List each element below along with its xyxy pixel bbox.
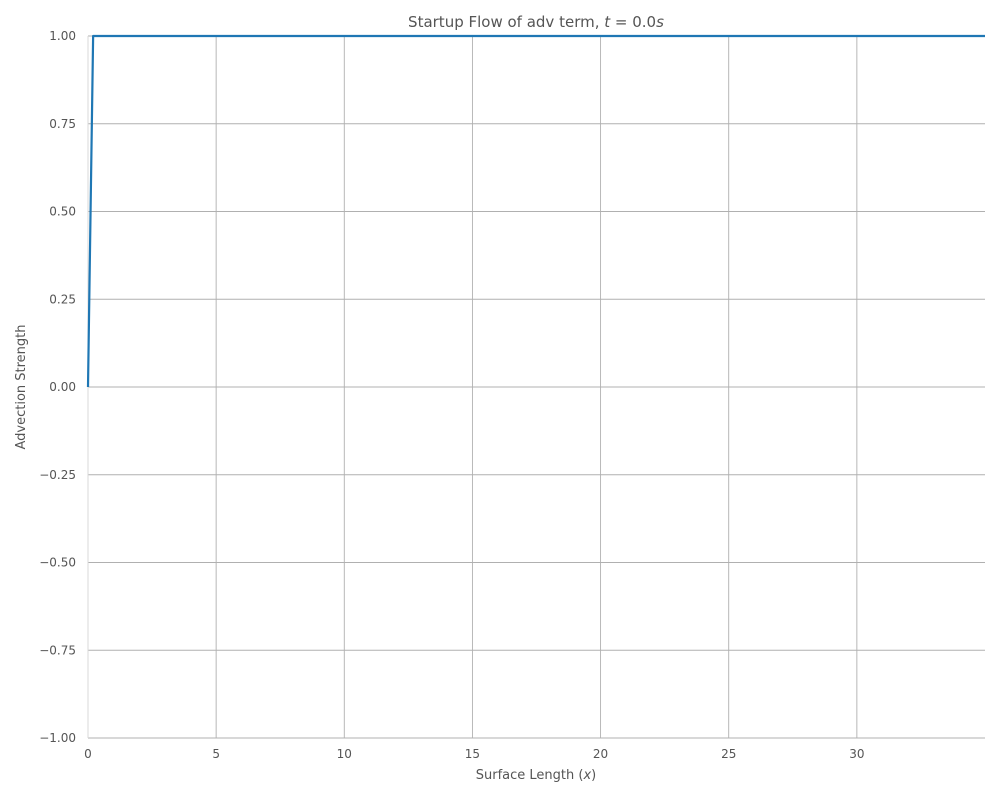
chart-title: Startup Flow of adv term, t = 0.0s [408,13,664,31]
y-tick-label: −0.25 [39,468,76,482]
x-axis-ticks: 0 5 10 15 20 25 30 [84,747,864,761]
series-line [86,34,985,388]
x-tick-label: 15 [465,747,480,761]
y-tick-label: −0.50 [39,556,76,570]
y-tick-label: −1.00 [39,731,76,745]
series-layer [86,34,985,388]
y-tick-label: −0.75 [39,643,76,657]
x-tick-label: 20 [593,747,608,761]
x-axis-title: Surface Length (x) [476,768,596,783]
x-tick-label: 0 [84,747,92,761]
y-tick-label: 1.00 [49,29,76,43]
x-tick-label: 5 [212,747,220,761]
grid [87,35,985,739]
x-tick-label: 30 [849,747,864,761]
x-tick-label: 10 [337,747,352,761]
y-axis-title: Advection Strength [14,324,29,449]
y-tick-label: 0.00 [49,380,76,394]
y-tick-label: 0.50 [49,205,76,219]
x-tick-label: 25 [721,747,736,761]
y-axis-ticks: −1.00 −0.75 −0.50 −0.25 0.00 0.25 0.50 0.75 1.00 [39,29,76,745]
y-tick-label: 0.25 [49,292,76,306]
y-tick-label: 0.75 [49,117,76,131]
